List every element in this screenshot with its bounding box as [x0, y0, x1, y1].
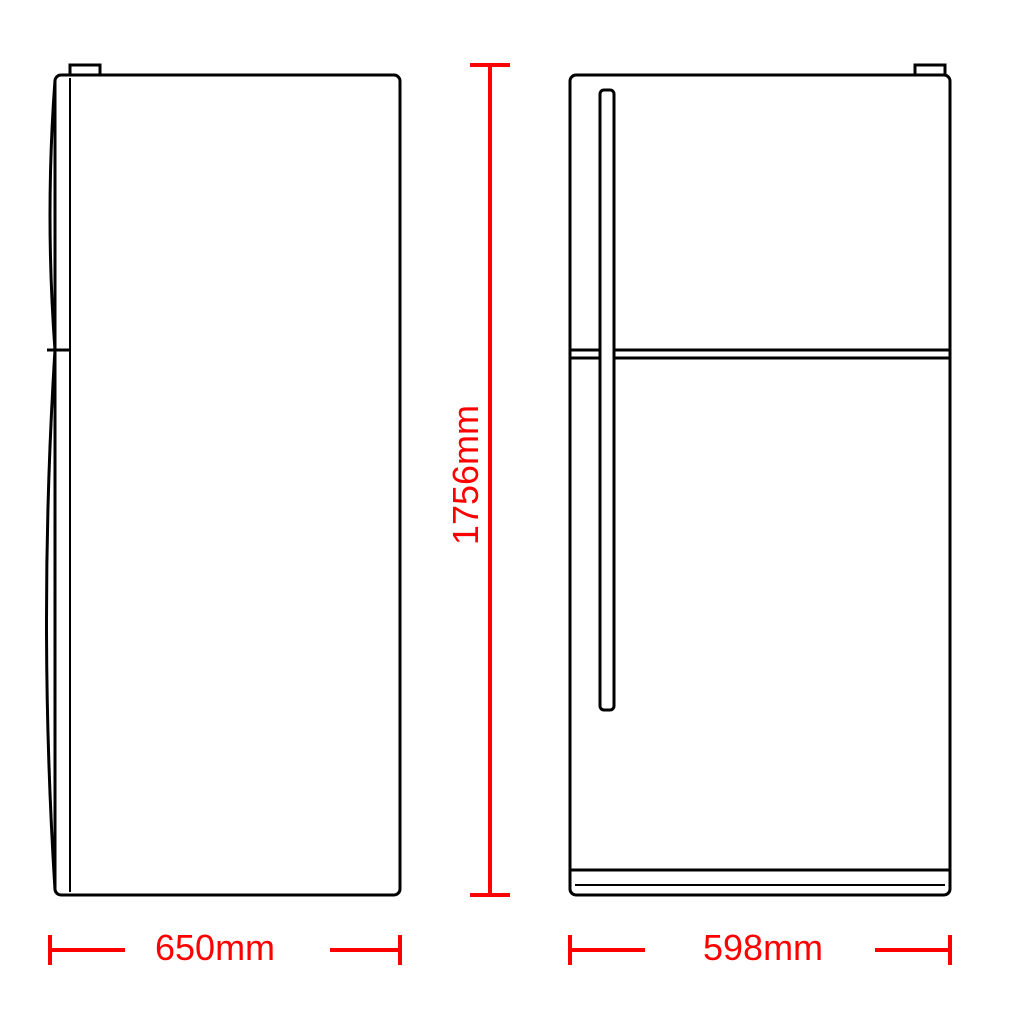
depth-label: 650mm [155, 927, 275, 969]
refrigerator-front-view [570, 65, 950, 895]
width-label: 598mm [703, 927, 823, 969]
height-label: 1756mm [445, 405, 487, 545]
refrigerator-side-view [47, 65, 401, 895]
technical-drawing-svg [0, 0, 1024, 1024]
diagram-container: 1756mm 650mm 598mm [0, 0, 1024, 1024]
